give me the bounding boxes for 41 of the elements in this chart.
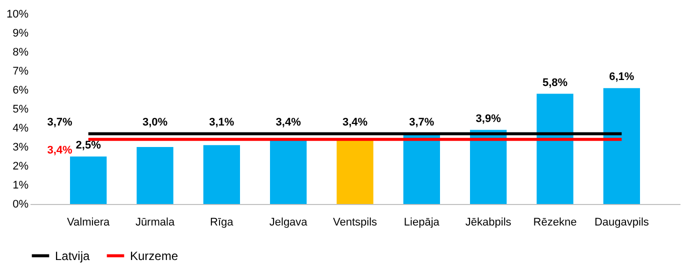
data-label: 3,0% [142, 116, 168, 129]
bar [603, 88, 640, 204]
y-tick-label: 5% [12, 104, 29, 116]
y-tick-label: 1% [12, 180, 29, 192]
legend-label: Latvija [55, 248, 90, 263]
data-label: 3,4% [47, 144, 73, 156]
y-tick-label: 9% [12, 28, 29, 40]
data-label: 5,8% [542, 76, 568, 89]
data-label: 3,9% [476, 112, 502, 125]
x-tick-label: Jēkabpils [465, 216, 512, 228]
bar [336, 139, 374, 204]
x-tick-label: Jūrmala [135, 216, 176, 228]
y-tick-label: 4% [12, 122, 29, 134]
bar [136, 147, 174, 204]
data-label: 3,4% [276, 116, 302, 129]
bar [270, 139, 307, 204]
x-tick-label: Rīga [210, 216, 234, 228]
y-tick-label: 6% [12, 84, 29, 96]
y-tick-label: 2% [12, 160, 29, 172]
y-tick-label: 3% [12, 142, 29, 154]
data-label: 6,1% [609, 71, 634, 84]
x-tick-label: Liepāja [404, 216, 440, 228]
legend-label: Kurzeme [130, 248, 178, 263]
data-label: 2,5% [76, 140, 102, 152]
x-tick-label: Daugavpils [594, 216, 650, 228]
data-label: 3,7% [47, 116, 73, 129]
y-tick-label: 8% [12, 46, 29, 58]
x-tick-label: Jelgava [269, 216, 308, 228]
bar [536, 94, 574, 204]
data-label: 3,4% [342, 116, 368, 129]
x-tick-label: Valmiera [67, 216, 111, 228]
bar [403, 134, 440, 204]
x-tick-label: Ventspils [332, 216, 378, 228]
y-tick-label: 7% [12, 66, 29, 78]
y-tick-label: 0% [12, 198, 29, 210]
data-label: 3,1% [209, 116, 234, 129]
x-tick-label: Rēzekne [533, 216, 577, 228]
y-tick-label: 10% [6, 8, 29, 20]
bar [203, 145, 240, 204]
data-label: 3,7% [409, 116, 434, 129]
bar [70, 156, 107, 204]
